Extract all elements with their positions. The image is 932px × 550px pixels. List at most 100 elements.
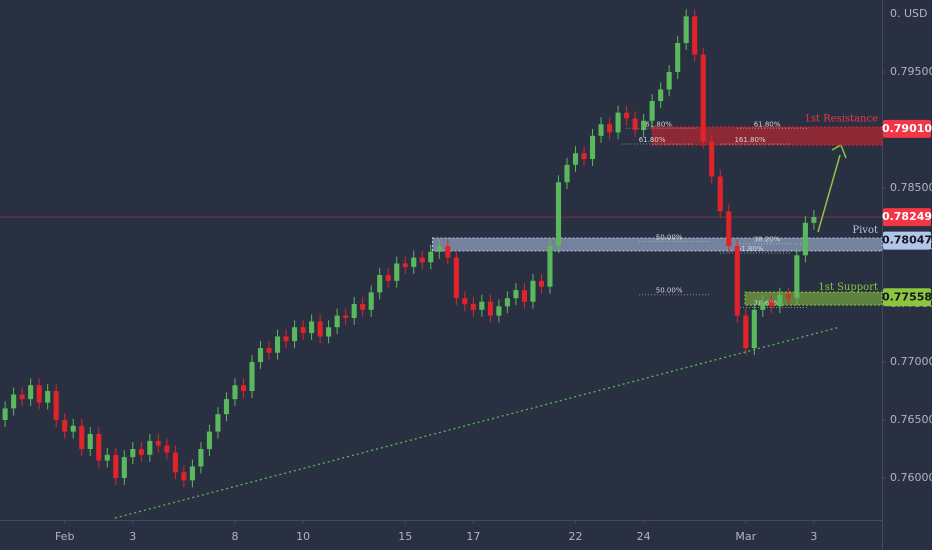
candle-body xyxy=(351,304,357,318)
candle-body xyxy=(734,246,740,316)
fib-label: 50.00% xyxy=(656,233,683,241)
candle-body xyxy=(232,385,238,400)
candle-body xyxy=(130,449,136,458)
candle-body xyxy=(394,263,400,281)
candle-body xyxy=(794,255,800,299)
candle-body xyxy=(709,141,715,177)
candle-body xyxy=(334,315,340,328)
candle-body xyxy=(368,292,374,310)
candle-body xyxy=(11,394,17,409)
candle-body xyxy=(547,246,553,287)
level-name: 1st Resistance xyxy=(804,113,878,124)
candle-body xyxy=(624,112,630,119)
candle-body xyxy=(538,280,545,287)
candle-body xyxy=(206,431,212,450)
candle-body xyxy=(266,348,272,353)
fib-label: 161.80% xyxy=(734,136,765,144)
candle-body xyxy=(572,153,579,165)
candle-body xyxy=(343,315,349,318)
candle-body xyxy=(28,385,34,400)
x-tick-label: 3 xyxy=(129,530,136,543)
candle-body xyxy=(215,414,221,432)
candle-body xyxy=(138,449,144,455)
candle-body xyxy=(760,301,766,310)
candle-body xyxy=(113,454,119,479)
price-label-box xyxy=(883,288,931,307)
price-label: 0.77558 xyxy=(882,290,932,303)
fib-label: 61.80% xyxy=(737,245,764,253)
fib-label: 78.60% xyxy=(754,299,781,307)
candle-body xyxy=(360,304,366,310)
y-tick-label: 0.76500 xyxy=(890,413,932,426)
y-tick-label: 0.78500 xyxy=(890,181,932,194)
candle-body xyxy=(428,251,434,263)
price-label-box xyxy=(883,208,931,227)
candle-body xyxy=(666,72,672,90)
candle-body xyxy=(377,275,383,293)
candle-body xyxy=(411,257,417,267)
candle-body xyxy=(283,336,289,342)
x-tick-label: 8 xyxy=(231,530,238,543)
price-label: 0.79010 xyxy=(882,122,932,135)
candle-body xyxy=(751,309,757,349)
x-tick-label: 10 xyxy=(296,530,310,543)
candle-body xyxy=(658,89,664,102)
candle-body xyxy=(615,112,621,133)
candle-body xyxy=(155,440,161,446)
candle-body xyxy=(19,394,25,400)
arrow-shaft xyxy=(817,154,841,233)
x-tick-label: 15 xyxy=(398,530,412,543)
candle-body xyxy=(462,298,468,305)
candle-body xyxy=(785,294,791,299)
level-name: Pivot xyxy=(852,225,878,236)
price-label: 0.78047 xyxy=(882,234,932,247)
candle-body xyxy=(504,298,510,307)
candle-body xyxy=(607,124,613,133)
candle-body xyxy=(309,321,315,334)
candle-body xyxy=(521,290,527,302)
x-tick-label: Mar xyxy=(735,530,756,543)
candle-body xyxy=(189,466,195,481)
currency-label: 0. USD xyxy=(890,7,928,20)
candle-body xyxy=(453,257,459,299)
y-tick-label: 0.79500 xyxy=(890,65,932,78)
x-tick-label: 3 xyxy=(810,530,817,543)
x-tick-label: 22 xyxy=(569,530,583,543)
candle-body xyxy=(317,321,323,337)
candle-body xyxy=(326,327,332,337)
candle-body xyxy=(292,327,298,342)
candle-body xyxy=(726,211,732,247)
fib-label: 61.80% xyxy=(639,136,666,144)
trendline xyxy=(114,326,841,519)
fib-label: 50.00% xyxy=(656,287,683,295)
candle-body xyxy=(445,246,451,258)
candle-body xyxy=(513,290,519,299)
candle-body xyxy=(768,301,774,307)
candle-body xyxy=(811,217,817,223)
candle-body xyxy=(96,433,102,461)
price-label: 0.78249 xyxy=(882,210,932,223)
candle-body xyxy=(62,420,68,432)
level-name: 1st Support xyxy=(818,282,878,293)
candle-body xyxy=(385,275,391,281)
candle-body xyxy=(257,348,264,363)
x-tick-label: 24 xyxy=(637,530,651,543)
candle-body xyxy=(743,315,749,349)
x-tick-label: 17 xyxy=(466,530,480,543)
candle-body xyxy=(70,425,76,432)
candle-body xyxy=(181,472,187,481)
candle-body xyxy=(470,304,476,310)
candle-body xyxy=(402,263,408,267)
candle-body xyxy=(249,362,255,392)
fib-label: 61.80% xyxy=(754,120,781,128)
candle-body xyxy=(555,182,562,247)
candle-body xyxy=(564,164,570,183)
candle-body xyxy=(87,433,93,450)
fib-label: 161.80% xyxy=(641,120,672,128)
candle-body xyxy=(223,399,230,415)
candle-body xyxy=(419,257,425,263)
candle-body xyxy=(121,457,127,479)
candle-body xyxy=(479,301,485,310)
candle-body xyxy=(2,408,8,421)
